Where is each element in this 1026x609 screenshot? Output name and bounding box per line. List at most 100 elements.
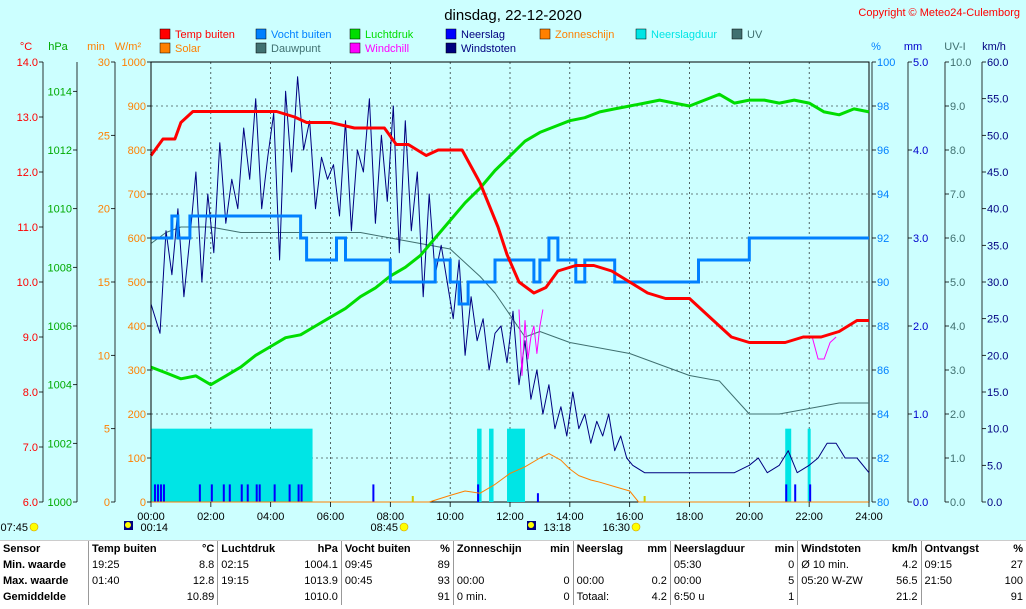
humidity-tick-label: 96 xyxy=(877,145,889,157)
uv-tick-label: 4.0 xyxy=(950,321,965,333)
chart-title: dinsdag, 22-12-2020 xyxy=(444,7,582,24)
wind-tick-label: 15.0 xyxy=(987,387,1008,399)
solar-tick-label: 100 xyxy=(128,453,146,465)
time-tick-label: 24:00 xyxy=(855,511,883,523)
stats-value: 91 xyxy=(437,591,450,603)
moon-icon xyxy=(528,522,534,528)
stats-value: 12.8 xyxy=(192,575,215,587)
neerslag-bar xyxy=(258,484,261,502)
rain-tick-label: 2.0 xyxy=(913,321,928,333)
legend-label: Neerslag xyxy=(461,29,505,41)
stats-time: 00:00 xyxy=(669,573,766,589)
sun-time-label: 00:14 xyxy=(140,522,168,534)
stats-value: 0 xyxy=(563,575,570,587)
stats-value: 4.2 xyxy=(651,591,667,603)
stats-col-unit: min xyxy=(774,543,795,555)
rain-tick-label: 5.0 xyxy=(913,57,928,69)
neerslag-bar xyxy=(159,484,162,502)
sunshine-tick-label: 10 xyxy=(98,350,110,362)
humidity-unit-label: % xyxy=(871,41,881,53)
humidity-tick-label: 84 xyxy=(877,409,889,421)
series-layer xyxy=(149,76,870,503)
neerslag-bar xyxy=(198,484,201,502)
sun-time-label: 08:45 xyxy=(370,522,398,534)
temp-tick-label: 9.0 xyxy=(23,332,38,344)
time-tick-label: 06:00 xyxy=(317,511,345,523)
neerslag-bar xyxy=(785,484,788,502)
humidity-tick-label: 100 xyxy=(877,57,895,69)
solar-tick-label: 600 xyxy=(128,233,146,245)
neerslagduur-bar xyxy=(151,428,313,502)
wind-tick-label: 30.0 xyxy=(987,277,1008,289)
stats-col-unit: hPa xyxy=(317,543,338,555)
chart-svg: 6.07.08.09.010.011.012.013.014.0°C100010… xyxy=(0,7,1020,534)
temp-tick-label: 10.0 xyxy=(17,277,38,289)
legend-swatch xyxy=(255,42,267,54)
wind-unit-label: km/h xyxy=(982,41,1006,53)
stats-time: 02:15 xyxy=(217,557,292,573)
stats-time: 00:00 xyxy=(452,573,542,589)
sun-icon xyxy=(399,522,409,532)
axes-layer: 6.07.08.09.010.011.012.013.014.0°C100010… xyxy=(0,41,1008,534)
solar-tick-label: 700 xyxy=(128,189,146,201)
wind-tick-label: 25.0 xyxy=(987,314,1008,326)
rain-tick-label: 0.0 xyxy=(913,497,928,509)
pressure-tick-label: 1010 xyxy=(48,204,72,216)
rain-tick-label: 3.0 xyxy=(913,233,928,245)
time-tick-label: 00:00 xyxy=(137,511,165,523)
time-tick-label: 16:00 xyxy=(616,511,644,523)
rain-tick-label: 1.0 xyxy=(913,409,928,421)
pressure-tick-label: 1000 xyxy=(48,497,72,509)
time-tick-label: 12:00 xyxy=(496,511,524,523)
solar-tick-label: 200 xyxy=(128,409,146,421)
solar-unit-label: W/m² xyxy=(115,41,142,53)
pressure-unit-label: hPa xyxy=(48,41,68,53)
stats-row-label: Max. waarde xyxy=(3,575,69,587)
sunshine-tick-label: 30 xyxy=(98,57,110,69)
stats-col-header: Neerslag xyxy=(572,541,639,557)
temp-tick-label: 11.0 xyxy=(17,222,38,234)
neerslag-bar xyxy=(288,484,291,502)
wind-tick-label: 50.0 xyxy=(987,130,1008,142)
solar-tick-label: 400 xyxy=(128,321,146,333)
legend: Temp buiten Vocht buiten Luchtdruk Neerslag… xyxy=(159,28,763,55)
legend-label: Dauwpunt xyxy=(271,43,321,55)
rain-tick-label: 4.0 xyxy=(913,145,928,157)
uv-tick-label: 5.0 xyxy=(950,277,965,289)
humidity-tick-label: 90 xyxy=(877,277,889,289)
neerslag-bar xyxy=(228,484,231,502)
legend-swatch xyxy=(539,28,551,40)
stats-value: 1010.0 xyxy=(304,591,338,603)
uv-unit-label: UV-I xyxy=(944,41,965,53)
stats-time: 00:00 xyxy=(572,573,639,589)
neerslag-bar xyxy=(210,484,213,502)
neerslag-bar xyxy=(809,484,812,502)
uv-tick-label: 10.0 xyxy=(950,57,971,69)
stats-col-header: Windstoten xyxy=(797,541,882,557)
stats-value: 8.8 xyxy=(199,559,215,571)
stats-col-unit: mm xyxy=(647,543,667,555)
stats-time: 09:15 xyxy=(920,557,996,573)
temp-tick-label: 7.0 xyxy=(23,442,38,454)
solar-tick-label: 800 xyxy=(128,145,146,157)
stats-time: 01:40 xyxy=(87,573,176,589)
legend-swatch xyxy=(255,28,267,40)
legend-swatch xyxy=(349,42,361,54)
stats-time xyxy=(340,589,431,605)
stats-time: 05:30 xyxy=(669,557,766,573)
time-tick-label: 04:00 xyxy=(257,511,285,523)
windchill-line xyxy=(811,336,837,360)
stats-value: 0.2 xyxy=(651,575,667,587)
stats-value: 0 xyxy=(788,559,795,571)
uv-tick-label: 2.0 xyxy=(950,409,965,421)
legend-swatch xyxy=(635,28,647,40)
legend-label: Temp buiten xyxy=(175,29,235,41)
stats-row-label: Min. waarde xyxy=(3,559,66,571)
legend-label: Zonneschijn xyxy=(555,29,614,41)
pressure-tick-label: 1014 xyxy=(48,86,72,98)
neerslagduur-bar xyxy=(477,428,482,502)
stats-col-header: Luchtdruk xyxy=(217,541,292,557)
time-tick-label: 14:00 xyxy=(556,511,584,523)
temp-buiten-line xyxy=(149,110,869,344)
stats-time xyxy=(920,589,996,605)
